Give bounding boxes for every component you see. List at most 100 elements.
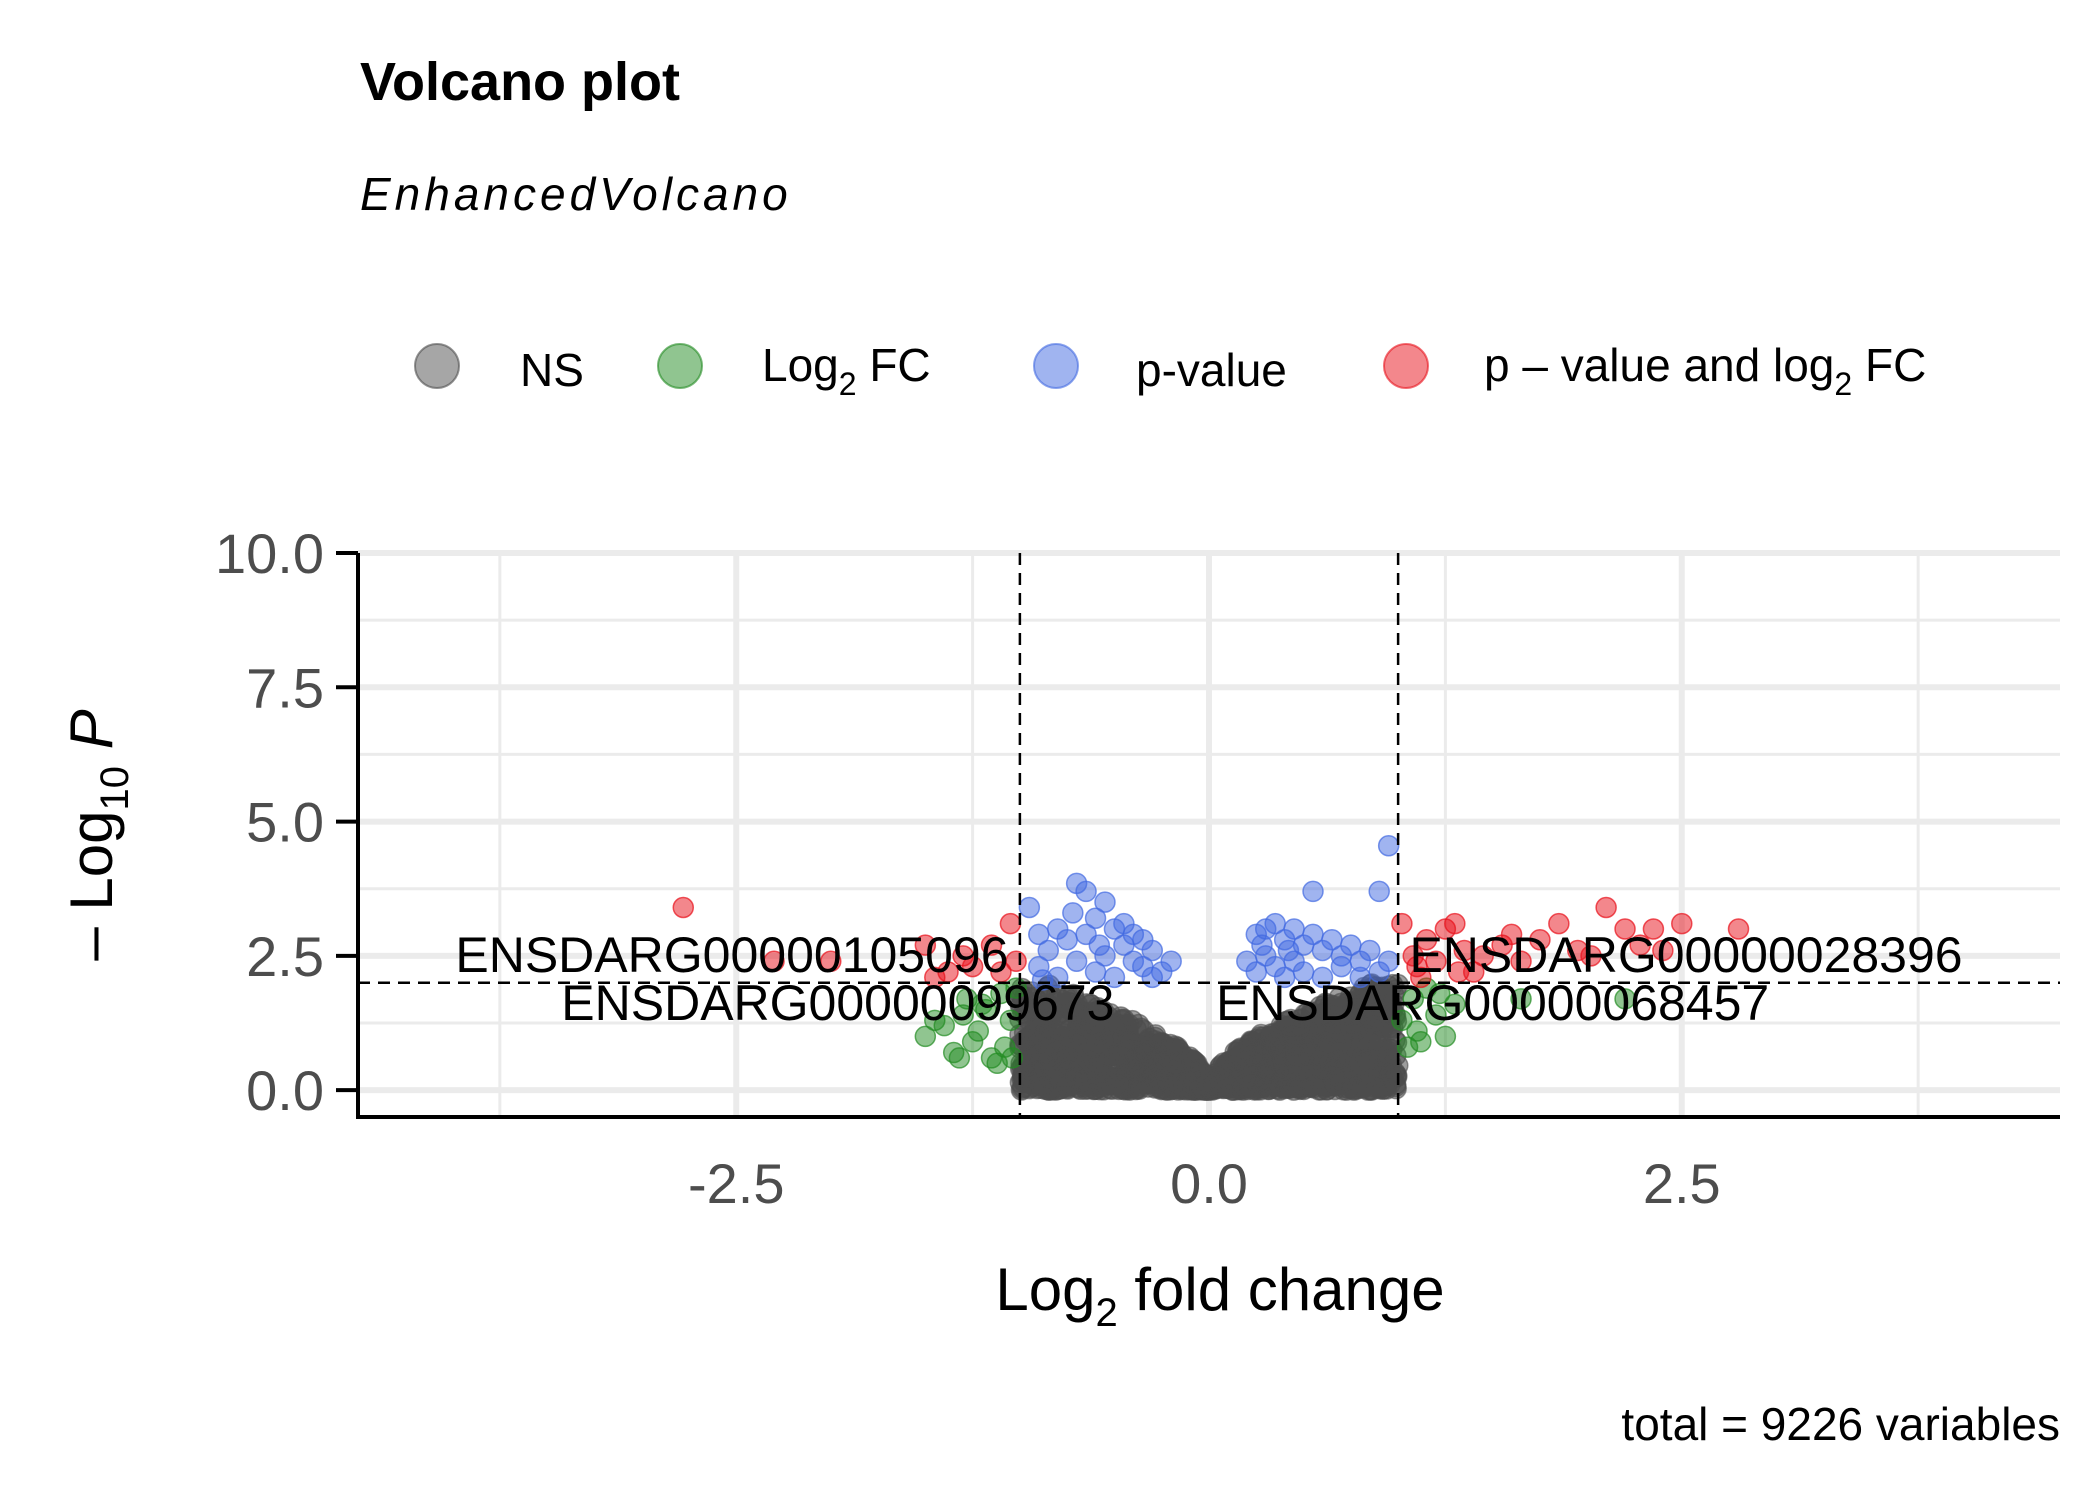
legend-log2fc-label: Log2 FC: [762, 339, 931, 402]
chart-subtitle: EnhancedVolcano: [360, 168, 792, 220]
point-pvalue: [1160, 950, 1182, 972]
point-pvalue: [1094, 891, 1116, 913]
point-pvalue: [1377, 834, 1400, 857]
point-log2fc: [967, 1020, 990, 1042]
point-log2fc: [1434, 1025, 1457, 1048]
x-tick-label: 2.5: [1643, 1152, 1721, 1215]
point-pvalue: [1056, 928, 1078, 951]
point-log2fc: [956, 988, 978, 1010]
chart-caption: total = 9226 variables: [1621, 1398, 2060, 1450]
legend-ns-icon: [414, 343, 460, 389]
point-pvalue-and-log2fc: [1415, 928, 1438, 951]
point-pvalue: [1368, 880, 1390, 903]
point-ns: [1316, 1038, 1339, 1060]
point-ns: [1080, 1036, 1103, 1059]
point-ns: [1255, 1059, 1278, 1082]
point-ns: [1345, 998, 1368, 1020]
point-ns: [1133, 1041, 1156, 1063]
point-pvalue: [1377, 950, 1400, 972]
data-points: [672, 834, 1750, 1101]
panel-grid: [358, 550, 2060, 1117]
y-axis-title: – Log10 P: [58, 709, 137, 960]
point-pvalue-and-log2fc: [1580, 945, 1602, 967]
y-tick-label: 2.5: [246, 925, 324, 988]
point-pvalue-and-log2fc: [1629, 934, 1651, 956]
point-pvalue-and-log2fc: [1652, 939, 1674, 962]
legend-item-log2fc: Log2 FC: [657, 339, 931, 402]
legend-pvalue-icon: [1033, 343, 1079, 389]
point-pvalue-and-log2fc: [672, 896, 695, 919]
point-pvalue: [1062, 902, 1084, 924]
point-pvalue: [1251, 934, 1273, 956]
point-ns: [1106, 1074, 1129, 1097]
legend-item-ns: NS: [414, 343, 584, 396]
point-pvalue-and-log2fc: [980, 934, 1003, 956]
point-ns: [1320, 1019, 1342, 1042]
point-pvalue-and-log2fc: [961, 955, 984, 978]
point-ns: [1289, 1044, 1311, 1067]
gene-label: ENSDARG00000099673: [561, 975, 1114, 1031]
legend-item-pvalue-and-log2fc: p – value and log2 FC: [1383, 339, 1926, 402]
legend-pvalue-label: p-value: [1136, 344, 1287, 396]
point-pvalue: [1302, 880, 1324, 903]
y-tick-label: 7.5: [246, 656, 324, 719]
point-pvalue: [1018, 896, 1041, 919]
point-log2fc: [948, 1047, 971, 1069]
point-pvalue: [1277, 939, 1300, 962]
point-log2fc: [1425, 1004, 1447, 1026]
point-ns: [1014, 1028, 1036, 1051]
point-pvalue-and-log2fc: [763, 950, 785, 972]
point-pvalue-and-log2fc: [1005, 950, 1027, 972]
point-pvalue-and-log2fc: [1642, 918, 1665, 940]
point-log2fc: [924, 1009, 946, 1032]
point-pvalue-and-log2fc: [1671, 912, 1693, 935]
legend: NS Log2 FC p-value p – value and log2 FC: [414, 339, 1926, 402]
legend-pvalue-and-log2fc-icon: [1383, 343, 1429, 389]
axes: [336, 551, 2060, 1119]
point-log2fc: [1001, 1047, 1024, 1069]
point-pvalue-and-log2fc: [1595, 896, 1617, 919]
chart-title: Volcano plot: [360, 52, 680, 112]
x-axis-title: Log2 fold change: [995, 1256, 1444, 1335]
cutoff-lines: [358, 553, 2060, 1117]
gene-label: ENSDARG00000028396: [1409, 927, 1962, 983]
gene-label: ENSDARG00000105096: [455, 927, 1008, 983]
y-tick-label: 0.0: [246, 1059, 324, 1122]
legend-log2fc-icon: [657, 343, 703, 389]
point-pvalue: [1132, 928, 1154, 951]
point-pvalue: [1358, 939, 1381, 962]
point-log2fc: [1614, 988, 1636, 1010]
point-ns: [1164, 1052, 1187, 1074]
point-ns: [1373, 1077, 1396, 1100]
point-pvalue-and-log2fc: [820, 950, 842, 972]
point-pvalue-and-log2fc: [1614, 918, 1636, 940]
tick-labels: -2.5 0.0 2.5 0.0 2.5 5.0 7.5 10.0: [215, 522, 1721, 1215]
point-pvalue-and-log2fc: [1500, 923, 1523, 946]
point-pvalue-and-log2fc: [914, 934, 937, 956]
point-pvalue: [1028, 923, 1050, 946]
x-tick-label: 0.0: [1170, 1152, 1248, 1215]
point-log2fc: [1410, 1031, 1432, 1053]
point-ns: [1355, 1049, 1377, 1072]
point-ns: [1061, 999, 1084, 1022]
point-log2fc: [1510, 988, 1532, 1010]
point-pvalue-and-log2fc: [1727, 918, 1750, 940]
point-ns: [1315, 1079, 1338, 1101]
legend-ns-label: NS: [520, 344, 584, 396]
point-pvalue: [1075, 880, 1097, 903]
point-pvalue: [1084, 907, 1107, 930]
point-ns: [1327, 1065, 1349, 1088]
point-pvalue: [1141, 966, 1164, 989]
point-log2fc: [1444, 993, 1466, 1015]
point-pvalue: [1330, 955, 1353, 978]
point-pvalue-and-log2fc: [1529, 928, 1551, 951]
point-log2fc: [975, 998, 997, 1021]
y-tick-label: 5.0: [246, 791, 324, 854]
point-pvalue: [1031, 969, 1054, 991]
point-pvalue: [1088, 934, 1111, 956]
legend-item-pvalue: p-value: [1033, 343, 1287, 396]
point-ns: [1087, 1009, 1109, 1032]
